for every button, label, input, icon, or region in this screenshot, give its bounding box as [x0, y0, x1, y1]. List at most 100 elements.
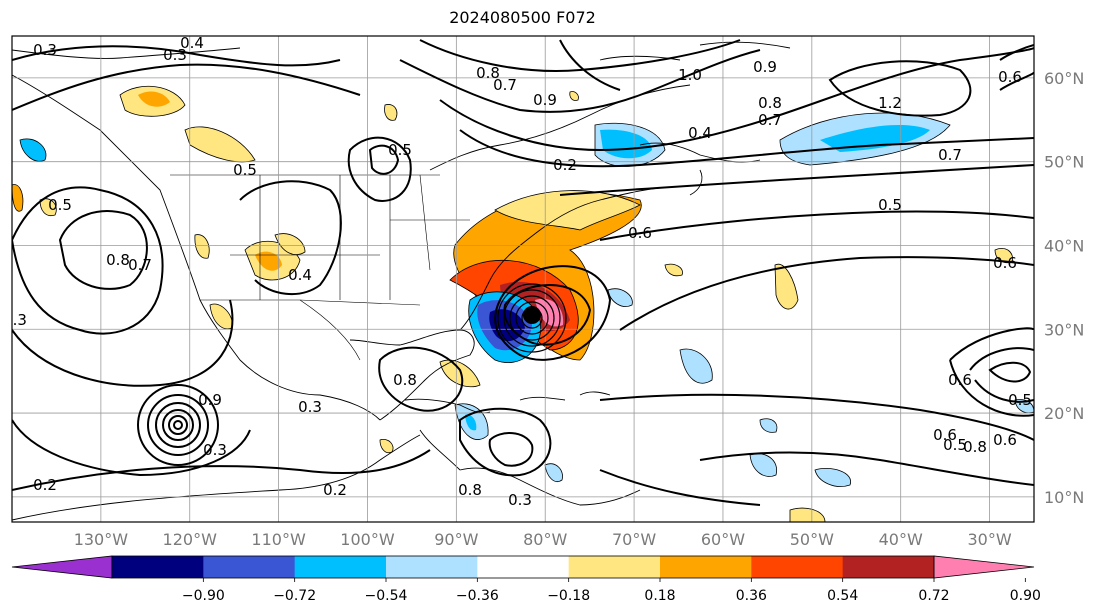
gridlines — [12, 36, 1034, 522]
lon-tick-label: 90°W — [434, 530, 478, 549]
colorbar-segment — [386, 556, 478, 578]
colorbar-segment — [294, 556, 387, 578]
shade-patch — [600, 129, 652, 159]
colorbar-tick-label: 0.18 — [644, 588, 675, 604]
colorbar-tick-label: 0.54 — [827, 588, 858, 604]
shade-patch — [39, 198, 57, 217]
contour-label: 0.9 — [198, 391, 222, 409]
colorbar-segment — [660, 556, 752, 578]
contour-label: 0.5 — [233, 161, 257, 179]
colorbar: −0.90 −0.72 −0.54 −0.36 −0.18 0.18 0.36 0.54 0.7… — [11, 555, 1041, 604]
latitude-labels: 60°N 50°N 40°N 30°N 20°N 10°N — [1044, 69, 1084, 507]
shade-patch — [465, 414, 477, 431]
colorbar-frame — [111, 555, 935, 579]
shade-patch — [184, 126, 256, 163]
contour-label: 0.3 — [203, 441, 227, 459]
shade-patch — [544, 463, 563, 482]
shade-patch — [789, 507, 826, 522]
map-frame — [11, 35, 1035, 523]
lon-tick-label: 50°W — [790, 530, 834, 549]
contour-label: 0.7 — [758, 111, 782, 129]
shade-patch — [138, 91, 170, 107]
contour-label: 0.4 — [288, 266, 312, 284]
lon-tick-label: 40°W — [879, 530, 923, 549]
lat-tick-label: 50°N — [1044, 153, 1084, 172]
lat-tick-label: 20°N — [1044, 404, 1084, 423]
colorbar-segment — [112, 556, 204, 578]
contour-label: 0.4 — [688, 124, 712, 142]
lon-tick-label: 130°W — [74, 530, 129, 549]
lat-tick-label: 60°N — [1044, 69, 1084, 88]
lon-tick-label: 80°W — [523, 530, 567, 549]
shade-patch — [12, 184, 24, 212]
contour-label: 0.8 — [393, 371, 417, 389]
contour-label: 0.8 — [963, 438, 987, 456]
shade-patch — [255, 251, 282, 271]
shade-patch — [679, 348, 713, 384]
shade-patch — [664, 263, 683, 277]
contour-label: 1.0 — [678, 66, 702, 84]
shade-patch — [820, 124, 930, 152]
contour-label: 0.5 — [388, 141, 412, 159]
colorbar-tick-label: −0.54 — [365, 588, 408, 604]
colorbar-segment — [842, 556, 935, 578]
contour-label: 0.2 — [33, 476, 57, 494]
shade-patch — [569, 91, 579, 101]
contour-label: 0.3 — [508, 491, 532, 509]
contour-label: 0.2 — [553, 156, 577, 174]
contour-label: 0.2 — [323, 481, 347, 499]
colorbar-segment — [203, 556, 296, 578]
lon-tick-label: 120°W — [163, 530, 218, 549]
colorbar-segment — [751, 556, 844, 578]
lat-tick-label: 40°N — [1044, 236, 1084, 255]
shade-patch — [607, 288, 633, 307]
contour-label: 0.6 — [948, 371, 972, 389]
contour-label: 0.5 — [943, 436, 967, 454]
contours — [12, 39, 1034, 506]
borders — [170, 174, 470, 361]
shade-patch — [749, 453, 778, 477]
contour-label: 0.5 — [48, 196, 72, 214]
plot-title: 2024080500 F072 — [449, 8, 596, 27]
shade-patch — [814, 468, 851, 487]
lat-tick-label: 10°N — [1044, 488, 1084, 507]
longitude-labels: 130°W 120°W 110°W 100°W 90°W 80°W 70°W 60°W 50°W… — [74, 530, 1012, 549]
lon-tick-label: 30°W — [967, 530, 1011, 549]
storm-center-marker — [523, 306, 541, 324]
lat-tick-label: 30°N — [1044, 320, 1084, 339]
colorbar-tick-label: −0.36 — [456, 588, 499, 604]
colorbar-extend-min — [11, 555, 113, 579]
contour-label: 0.8 — [106, 251, 130, 269]
contour-label: 0.8 — [476, 64, 500, 82]
colorbar-tick-label: 0.90 — [1010, 588, 1041, 604]
contour-label: 0.6 — [993, 254, 1017, 272]
colorbar-extend-max — [933, 555, 1035, 579]
contour-label: 0.3 — [298, 398, 322, 416]
contour-label: 0.7 — [493, 76, 517, 94]
map-area: 0.3 0.40.30.80.70.91.00.80.70.50.80.61.20… — [3, 36, 1034, 522]
contour-label: 0.6 — [628, 224, 652, 242]
colorbar-tick-label: −0.72 — [273, 588, 316, 604]
colorbar-tick-label: −0.18 — [547, 588, 590, 604]
colorbar-segment — [477, 556, 570, 578]
contour-label: 0.8 — [458, 481, 482, 499]
shade-patch — [274, 233, 306, 255]
shade-patch — [194, 234, 210, 259]
shade-positive-yellow — [494, 190, 641, 231]
contour-label: 0.7 — [128, 256, 152, 274]
contour-label: 0.6 — [998, 68, 1022, 86]
contour-label: 0.5 — [878, 196, 902, 214]
contour-labels: 0.3 0.40.30.80.70.91.00.80.70.50.80.61.20… — [3, 36, 1032, 509]
shaded-anomalies — [12, 85, 1034, 522]
contour-label: 0.3 — [3, 311, 27, 329]
colorbar-tick-label: 0.72 — [918, 588, 949, 604]
contour-label: 0.3 — [163, 46, 187, 64]
lon-tick-label: 110°W — [251, 530, 306, 549]
lon-tick-label: 60°W — [701, 530, 745, 549]
shade-patch — [384, 104, 398, 121]
contour-label: 0.8 — [758, 94, 782, 112]
lon-tick-label: 100°W — [340, 530, 395, 549]
colorbar-tick-label: 0.36 — [736, 588, 767, 604]
contour-label: 0.9 — [533, 91, 557, 109]
